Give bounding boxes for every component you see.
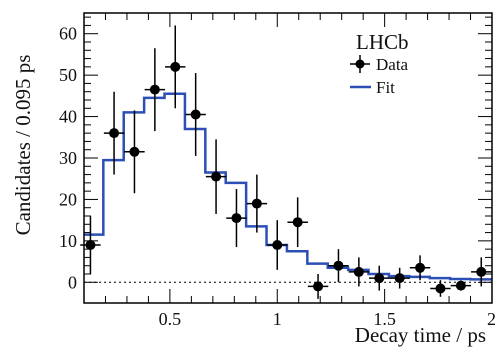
data-point <box>267 220 288 270</box>
data-point <box>430 280 451 297</box>
data-marker <box>435 283 446 294</box>
legend-label-fit: Fit <box>376 78 395 97</box>
legend-data-marker <box>355 59 365 69</box>
data-marker <box>170 61 181 72</box>
data-marker <box>333 260 344 271</box>
y-axis-title: Candidates / 0.095 ps <box>11 55 35 236</box>
data-marker <box>251 198 262 209</box>
fit-histogram-layer <box>84 92 492 281</box>
data-point <box>471 257 492 287</box>
plot-border <box>83 12 493 304</box>
data-point <box>348 257 370 287</box>
legend: LHCb Data Fit <box>350 30 409 97</box>
data-marker <box>231 213 242 224</box>
data-point <box>185 73 206 156</box>
data-point <box>205 139 227 214</box>
data-point <box>226 189 247 248</box>
experiment-label: LHCb <box>356 30 409 54</box>
y-tick-label: 40 <box>59 107 77 127</box>
data-point <box>369 265 390 291</box>
data-point <box>80 216 101 274</box>
data-point <box>124 110 145 194</box>
data-point <box>307 274 329 299</box>
y-tick-label: 60 <box>59 24 77 44</box>
data-marker <box>109 128 120 139</box>
data-point <box>450 280 472 291</box>
data-point <box>165 25 186 109</box>
data-point <box>328 249 349 283</box>
data-marker <box>129 146 140 157</box>
data-marker <box>394 273 405 284</box>
data-marker <box>211 171 222 182</box>
data-marker <box>272 240 283 250</box>
legend-label-data: Data <box>376 55 409 74</box>
data-marker <box>85 240 96 250</box>
data-marker <box>415 262 426 273</box>
data-points-layer <box>80 25 492 299</box>
y-tick-label: 10 <box>59 231 77 251</box>
x-axis-title: Decay time / ps <box>355 323 486 347</box>
fit-line <box>84 92 492 281</box>
data-marker <box>149 84 160 95</box>
data-point <box>389 267 410 289</box>
data-point <box>409 255 431 281</box>
plot-frame <box>83 12 493 304</box>
data-marker <box>292 217 303 228</box>
x-tick-label: 2 <box>487 309 496 329</box>
data-marker <box>313 281 324 292</box>
y-tick-label: 20 <box>59 189 77 209</box>
data-marker <box>190 109 201 120</box>
data-point <box>144 48 166 132</box>
x-tick-label: 0.5 <box>159 309 182 329</box>
data-point <box>103 91 125 175</box>
x-tick-label: 1 <box>273 309 282 329</box>
y-tick-label: 30 <box>59 148 77 168</box>
data-marker <box>476 266 487 277</box>
data-point <box>287 197 308 248</box>
data-marker <box>353 266 364 277</box>
x-tick-label: 1.5 <box>373 309 396 329</box>
y-tick-label: 0 <box>68 272 77 292</box>
y-tick-label: 50 <box>59 65 77 85</box>
data-point <box>246 174 268 233</box>
data-marker <box>455 280 466 291</box>
axis-ticks: 0 10 20 30 40 50 60 0.5 1 1.5 2 <box>59 13 496 329</box>
data-marker <box>374 273 385 284</box>
